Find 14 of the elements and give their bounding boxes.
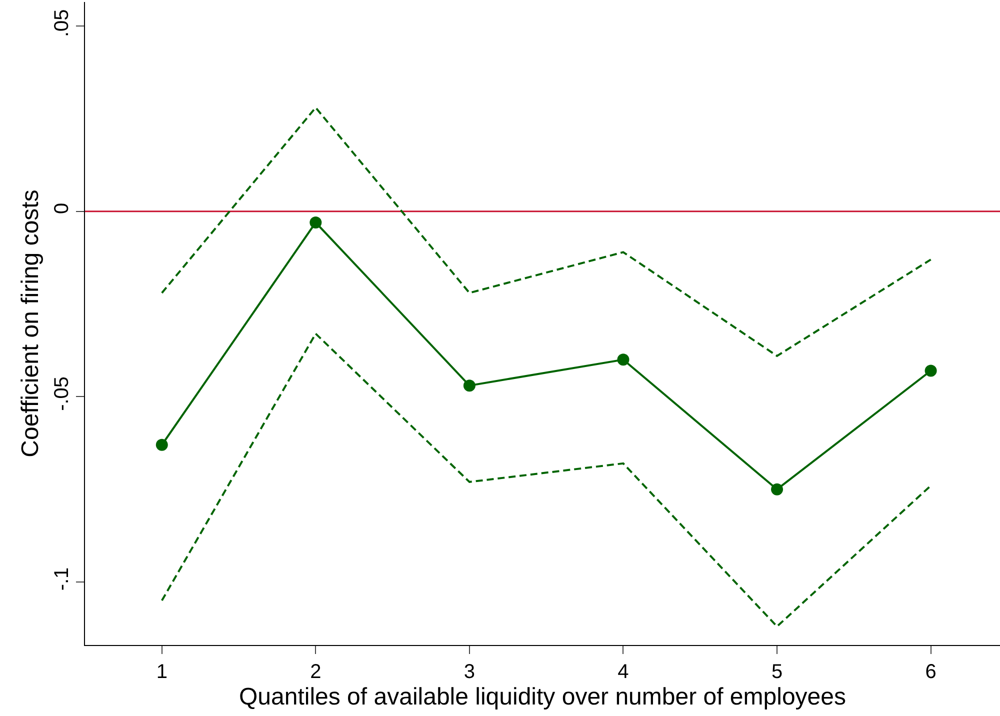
y-tick-label: -.05 <box>51 376 73 411</box>
x-tick-label: 4 <box>618 661 629 683</box>
line-series <box>160 106 932 357</box>
x-tick-label: 2 <box>310 661 322 683</box>
x-tick-label: 5 <box>771 661 783 683</box>
x-tick-label: 1 <box>156 661 168 683</box>
line-series <box>160 332 932 628</box>
x-tick-label: 3 <box>464 661 476 683</box>
x-tick-label: 6 <box>925 661 936 683</box>
y-tick-label: .05 <box>51 9 73 37</box>
y-tick-label: -.1 <box>51 567 73 591</box>
y-tick-label: 0 <box>51 202 73 214</box>
x-axis-title: Quantiles of available liquidity over number of employees <box>239 683 846 710</box>
y-axis-title: Coefficient on firing costs <box>17 190 44 458</box>
